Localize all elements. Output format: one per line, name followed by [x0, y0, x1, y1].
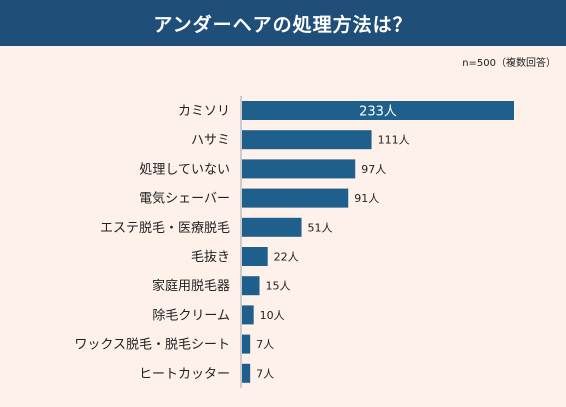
category-label: 家庭用脱毛器 — [152, 278, 230, 294]
category-label: 電気シェーバー — [139, 191, 230, 207]
bar — [242, 188, 349, 208]
bar — [242, 363, 251, 383]
bar — [242, 130, 372, 150]
bar — [242, 276, 260, 296]
value-label: 7人 — [256, 338, 274, 351]
category-label: 毛抜き — [191, 249, 230, 265]
category-label: ハサミ — [191, 133, 230, 148]
category-label: エステ脱毛・医療脱毛 — [100, 221, 230, 236]
bar — [242, 159, 356, 179]
category-label: カミソリ — [178, 104, 230, 119]
category-label: 除毛クリーム — [152, 308, 230, 323]
bar — [242, 217, 302, 237]
value-label: 233人 — [359, 105, 397, 120]
value-label: 10人 — [260, 309, 285, 322]
chart-title: アンダーヘアの処理方法は？ — [0, 0, 566, 46]
value-label: 97人 — [361, 163, 386, 176]
value-label: 111人 — [378, 134, 410, 147]
bar — [242, 101, 514, 120]
value-label: 15人 — [266, 280, 291, 293]
sample-size-note: n=500（複数回答） — [462, 58, 556, 69]
value-label: 91人 — [354, 192, 379, 205]
value-label: 22人 — [274, 251, 299, 264]
value-label: 7人 — [256, 367, 274, 380]
bar — [242, 305, 254, 325]
bar — [242, 334, 251, 354]
category-label: ワックス脱毛・脱毛シート — [74, 338, 230, 353]
category-label: 処理していない — [139, 162, 230, 177]
category-label: ヒートカッター — [139, 367, 230, 382]
bar — [242, 247, 268, 266]
value-label: 51人 — [308, 221, 333, 234]
